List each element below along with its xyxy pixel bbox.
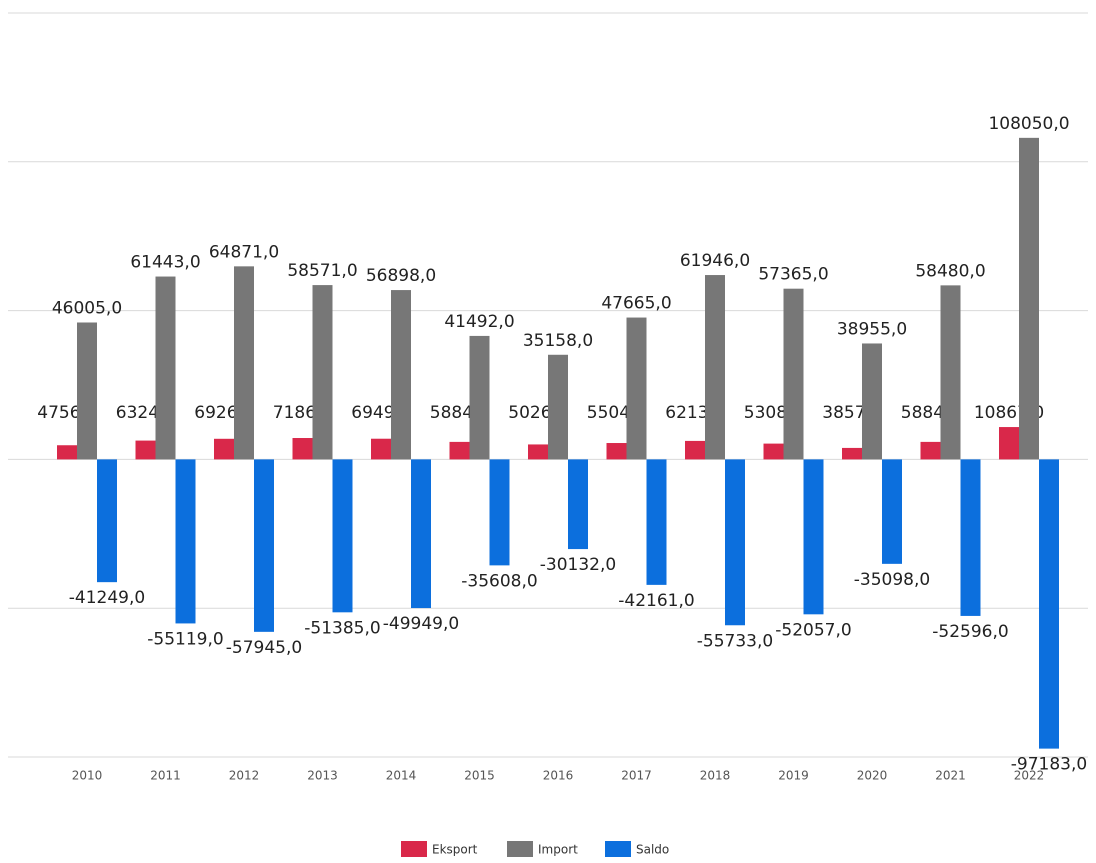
data-label: 57365,0 (758, 265, 828, 285)
x-tick-label: 2014 (386, 769, 417, 783)
bar (960, 459, 981, 616)
data-label: -35098,0 (854, 570, 930, 590)
bar (371, 438, 391, 460)
bar (763, 443, 784, 460)
x-tick-label: 2012 (229, 769, 260, 783)
legend-swatch (605, 841, 631, 857)
bar (391, 290, 411, 460)
data-label: 58480,0 (915, 261, 985, 281)
bar (999, 427, 1019, 460)
data-label: -35608,0 (461, 571, 537, 591)
data-label: 35158,0 (523, 331, 593, 351)
legend-label: Import (538, 843, 578, 857)
x-tick-label: 2011 (150, 769, 181, 783)
data-label: -49949,0 (383, 614, 459, 634)
data-label: -51385,0 (304, 618, 380, 638)
bar (862, 343, 882, 460)
data-label: 56898,0 (366, 266, 436, 286)
bar (606, 443, 627, 460)
data-label: -42161,0 (618, 591, 694, 611)
bar (940, 285, 961, 460)
data-label: 61946,0 (680, 251, 750, 271)
x-tick-label: 2018 (700, 769, 731, 783)
bar (882, 459, 902, 564)
x-tick-label: 2016 (543, 769, 574, 783)
bar (254, 459, 274, 632)
bar (97, 459, 117, 583)
data-label: -41249,0 (69, 588, 145, 608)
data-label: -52596,0 (932, 622, 1008, 642)
bar (312, 285, 333, 460)
data-label: 41492,0 (444, 312, 514, 332)
bar (292, 438, 313, 460)
data-label: 46005,0 (52, 298, 122, 318)
bar (175, 459, 196, 624)
bar (783, 288, 804, 460)
data-label: -97183,0 (1011, 755, 1087, 775)
x-tick-label: 2015 (464, 769, 495, 783)
bar (842, 447, 862, 460)
data-label: 58571,0 (287, 261, 357, 281)
legend-label: Saldo (636, 843, 669, 857)
bar (685, 440, 705, 460)
bar (449, 441, 470, 460)
bar (626, 317, 647, 460)
x-tick-label: 2019 (778, 769, 809, 783)
x-tick-label: 2010 (72, 769, 103, 783)
bar (77, 322, 97, 460)
data-label: -55733,0 (697, 631, 773, 651)
data-label: -30132,0 (540, 555, 616, 575)
bar (135, 440, 156, 460)
bar (1039, 459, 1059, 749)
data-label: 47665,0 (601, 294, 671, 314)
x-tick-label: 2017 (621, 769, 652, 783)
x-tick-label: 2021 (935, 769, 966, 783)
bar (469, 335, 490, 460)
x-tick-label: 2013 (307, 769, 338, 783)
data-label: 64871,0 (209, 242, 279, 262)
bar (920, 441, 941, 460)
bar (528, 444, 548, 460)
data-label: -52057,0 (775, 620, 851, 640)
legend-label: Eksport (432, 843, 478, 857)
data-label: 61443,0 (130, 253, 200, 273)
bar (568, 459, 588, 550)
bar (548, 354, 568, 460)
data-label: -57945,0 (226, 638, 302, 658)
bar (725, 459, 745, 626)
bar (214, 438, 234, 460)
bar (155, 276, 176, 460)
legend-swatch (507, 841, 533, 857)
legend-swatch (401, 841, 427, 857)
bar (705, 275, 725, 460)
data-label: 38955,0 (837, 319, 907, 339)
x-tick-label: 2022 (1014, 769, 1045, 783)
bar (332, 459, 353, 613)
bar (57, 445, 77, 460)
bar (234, 266, 254, 460)
data-label: -55119,0 (147, 629, 223, 649)
bar (489, 459, 510, 566)
bar (411, 459, 431, 609)
bar (646, 459, 667, 585)
bar (803, 459, 824, 615)
bar (1019, 137, 1039, 460)
x-tick-label: 2020 (857, 769, 888, 783)
data-label: 108050,0 (988, 114, 1069, 134)
